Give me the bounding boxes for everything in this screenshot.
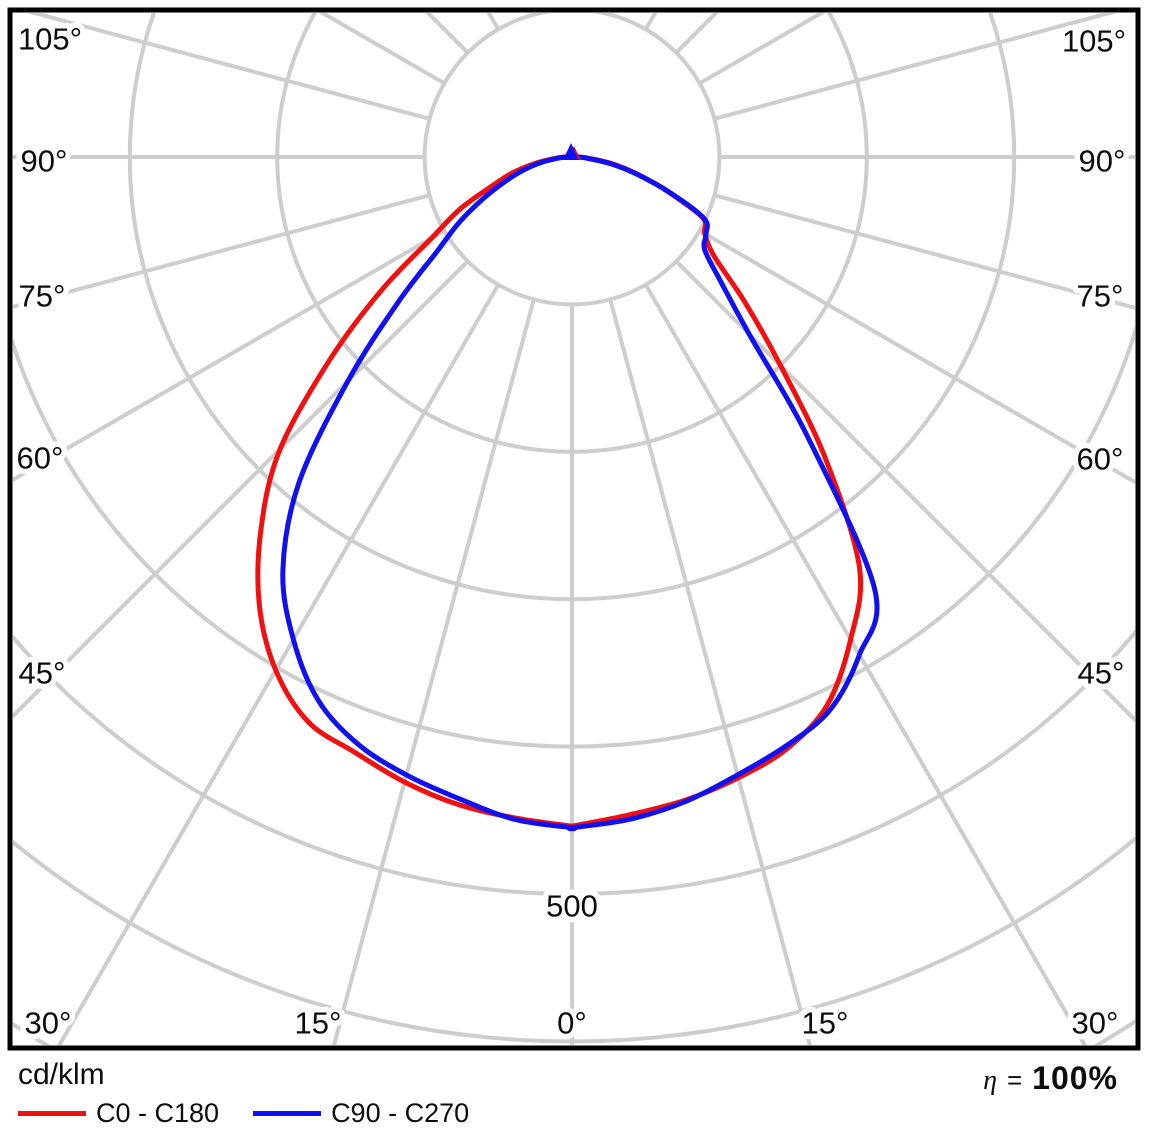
grid-spoke <box>608 298 813 1045</box>
angle-label-bottom-0: 0° <box>557 1006 587 1041</box>
angle-label-right-75: 75° <box>1077 279 1124 314</box>
eta-equals: = <box>1006 1065 1023 1095</box>
angle-label-left-105: 105° <box>18 22 82 57</box>
angle-label-left-45: 45° <box>19 656 66 691</box>
angle-label-bottom-15: 15° <box>802 1006 849 1041</box>
angle-label-right-60: 60° <box>1077 442 1124 477</box>
angle-label-bottom-30: 30° <box>25 1006 72 1041</box>
legend-line-c0-c180-icon <box>18 1111 86 1116</box>
grid-spoke <box>13 193 431 309</box>
angle-label-left-75: 75° <box>19 279 66 314</box>
legend-key-c90-c270: C90 - C270 <box>253 1098 469 1129</box>
grid-spoke <box>57 283 501 1045</box>
angle-label-left-60: 60° <box>17 441 64 476</box>
curve-c90-c270 <box>280 154 880 832</box>
angle-label-left-90: 90° <box>21 144 68 179</box>
curve-c0-c180 <box>255 154 864 830</box>
legend: C0 - C180 C90 - C270 <box>18 1098 469 1129</box>
unit-label: cd/klm <box>18 1058 105 1091</box>
eta-symbol: η <box>983 1065 997 1096</box>
grid-ring <box>13 324 1135 749</box>
grid-spoke <box>13 259 470 719</box>
angle-label-bottom-15: 15° <box>295 1006 342 1041</box>
grid-spoke <box>26 13 431 121</box>
angle-label-bottom-30: 30° <box>1072 1006 1119 1041</box>
chart-border <box>7 7 1141 1051</box>
radial-axis-label: 500 <box>546 889 598 924</box>
efficiency-label: η = 100% <box>983 1060 1118 1097</box>
legend-line-c90-c270-icon <box>253 1111 322 1116</box>
eta-value: 100% <box>1032 1060 1118 1096</box>
legend-label-c90-c270: C90 - C270 <box>331 1098 470 1128</box>
grid-spoke <box>713 13 1118 121</box>
grid-spoke <box>713 193 1135 310</box>
grid-spoke <box>674 259 1135 723</box>
grid-spoke <box>13 228 446 483</box>
grid-spoke <box>643 283 1087 1045</box>
angle-label-right-45: 45° <box>1078 656 1125 691</box>
peak-marker-c90 <box>563 143 579 160</box>
grid-spoke <box>331 298 536 1045</box>
legend-label-c0-c180: C0 - C180 <box>96 1098 220 1128</box>
angle-label-right-90: 90° <box>1079 144 1126 179</box>
grid-ring <box>13 629 1135 896</box>
angle-label-right-105: 105° <box>1062 24 1126 59</box>
grid-spoke <box>698 228 1135 485</box>
legend-key-c0-c180: C0 - C180 <box>18 1098 219 1129</box>
